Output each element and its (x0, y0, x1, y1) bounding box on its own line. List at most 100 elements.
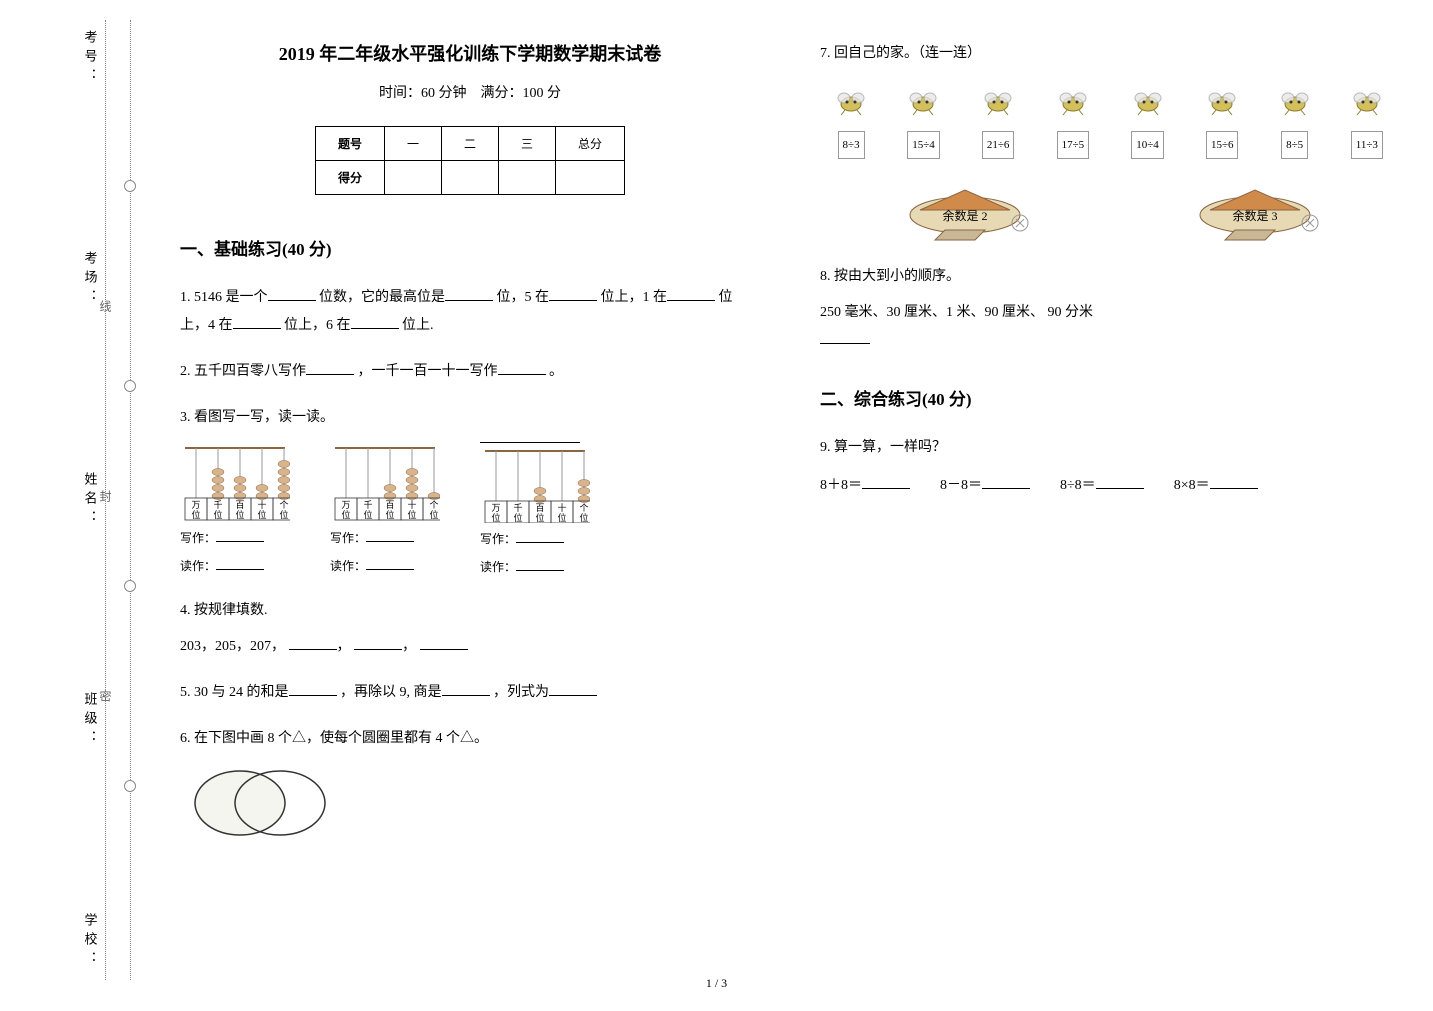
question-7: 7. 回自己的家。（连一连） 8÷3 15÷4 21÷6 17÷5 (820, 40, 1400, 245)
q9-e2: 8－8＝ (940, 478, 982, 493)
svg-text:位: 位 (257, 509, 266, 520)
q4-blank-1 (289, 636, 337, 650)
abacus-1-read-blank (216, 558, 264, 570)
q1-blank-1 (268, 287, 316, 301)
bee-expr-1: 15÷4 (907, 131, 940, 159)
svg-text:百: 百 (385, 500, 394, 510)
score-col-3: 三 (499, 127, 556, 161)
q1-t2: 位数，它的最高位是 (319, 290, 445, 305)
seal-annotation-2: 封 (97, 490, 114, 502)
bee-item-6: 8÷5 (1264, 82, 1326, 159)
abacus-2-read: 读作： (330, 559, 366, 573)
binding-line (130, 20, 131, 980)
abacus-3-write: 写作： (480, 532, 516, 546)
abacus-1-read: 读作： (180, 559, 216, 573)
abacus-1-write-blank (216, 530, 264, 542)
home-row: 余数是 2 余数是 3 (820, 175, 1400, 245)
home-1-label: 余数是 2 (942, 208, 987, 223)
svg-text:位: 位 (429, 509, 438, 520)
question-2: 2. 五千四百零八写作 ，一千一百一十一写作 。 (180, 358, 760, 386)
svg-text:位: 位 (235, 509, 244, 520)
svg-text:千: 千 (363, 500, 372, 510)
binding-ring-3 (124, 580, 136, 592)
bee-expr-0: 8÷3 (838, 131, 865, 159)
q8-title: 按由大到小的顺序。 (834, 269, 960, 284)
svg-text:万: 万 (491, 503, 500, 513)
bee-item-0: 8÷3 (820, 82, 882, 159)
abacus-2-read-blank (366, 558, 414, 570)
abacus-3: 万位千位百位十位个位 写作： 读作： (480, 442, 590, 579)
score-cell-1 (384, 161, 441, 195)
q4-seq: 203，205，207， (180, 639, 285, 654)
svg-text:位: 位 (491, 512, 500, 523)
q1-t3: 位，5 在 (497, 290, 550, 305)
q1-blank-4 (667, 287, 715, 301)
svg-text:千: 千 (213, 500, 222, 510)
bee-expr-7: 11÷3 (1351, 131, 1383, 159)
q9-blank-3 (1096, 475, 1144, 489)
home-1: 余数是 2 (890, 175, 1040, 245)
bee-row: 8÷3 15÷4 21÷6 17÷5 10÷4 (820, 82, 1400, 159)
svg-text:十: 十 (407, 499, 416, 510)
q1-blank-3 (549, 287, 597, 301)
q5-blank-2 (442, 682, 490, 696)
svg-text:万: 万 (341, 500, 350, 510)
svg-text:位: 位 (557, 512, 566, 523)
q5-blank-3 (549, 682, 597, 696)
svg-text:位: 位 (363, 509, 372, 520)
q5-t3: ，列式为 (493, 685, 549, 700)
home-2: 余数是 3 (1180, 175, 1330, 245)
bee-item-4: 10÷4 (1114, 82, 1181, 159)
sidebar-exam-id: 考号： (81, 30, 100, 87)
abacus-3-read-blank (516, 559, 564, 571)
q5-num: 5. (180, 685, 191, 700)
q7-num: 7. (820, 46, 831, 61)
q7-title: 回自己的家。（连一连） (834, 46, 981, 61)
question-9: 9. 算一算，一样吗？ 8＋8＝ 8－8＝ 8÷8＝ 8×8＝ (820, 434, 1400, 500)
q2-blank-1 (306, 361, 354, 375)
question-4: 4. 按规律填数. 203，205，207， ， ， (180, 597, 760, 661)
bee-item-5: 15÷6 (1189, 82, 1256, 159)
q5-t1: 30 与 24 的和是 (194, 685, 289, 700)
q1-blank-5 (233, 315, 281, 329)
binding-ring-1 (124, 180, 136, 192)
score-col-1: 一 (384, 127, 441, 161)
q2-t1: 五千四百零八写作 (194, 364, 306, 379)
q2-blank-2 (498, 361, 546, 375)
bee-expr-6: 8÷5 (1281, 131, 1308, 159)
svg-text:位: 位 (191, 509, 200, 520)
bee-expr-3: 17÷5 (1057, 131, 1090, 159)
abacus-row: 万位千位百位十位个位 写作： 读作： 万位千位百位十位个位 写作： 读作： 万位… (180, 442, 760, 579)
bee-item-3: 17÷5 (1040, 82, 1107, 159)
score-cell-2 (441, 161, 498, 195)
q2-num: 2. (180, 364, 191, 379)
svg-text:位: 位 (341, 509, 350, 520)
abacus-2-write-blank (366, 530, 414, 542)
q4-title: 按规律填数. (194, 603, 268, 618)
seal-annotation-1: 线 (97, 300, 114, 312)
bee-expr-5: 15÷6 (1206, 131, 1239, 159)
q9-e3: 8÷8＝ (1060, 478, 1096, 493)
venn-diagram (180, 763, 340, 843)
section-1-title: 一、基础练习(40 分) (180, 235, 760, 260)
q9-e1: 8＋8＝ (820, 478, 862, 493)
q8-num: 8. (820, 269, 831, 284)
q1-t1: 5146 是一个 (194, 290, 268, 305)
sidebar-school: 学校： (81, 913, 100, 970)
q1-blank-2 (445, 287, 493, 301)
question-5: 5. 30 与 24 的和是 ，再除以 9, 商是 ，列式为 (180, 679, 760, 707)
question-3: 3. 看图写一写，读一读。 万位千位百位十位个位 写作： 读作： 万位千位百位十… (180, 404, 760, 579)
q2-t3: 。 (549, 364, 563, 379)
svg-text:位: 位 (385, 509, 394, 520)
q9-blank-1 (862, 475, 910, 489)
svg-text:位: 位 (213, 509, 222, 520)
abacus-3-svg: 万位千位百位十位个位 (480, 445, 590, 523)
exam-subtitle: 时间：60 分钟 满分：100 分 (180, 82, 760, 102)
q8-items: 250 毫米、30 厘米、1 米、90 厘米、 90 分米 (820, 299, 1400, 327)
home-2-label: 余数是 3 (1232, 208, 1277, 223)
abacus-1: 万位千位百位十位个位 写作： 读作： (180, 442, 290, 579)
bee-item-1: 15÷4 (890, 82, 957, 159)
q4-blank-3 (420, 636, 468, 650)
q5-t2: ，再除以 9, 商是 (340, 685, 442, 700)
exam-content: 2019 年二年级水平强化训练下学期数学期末试卷 时间：60 分钟 满分：100… (180, 40, 1400, 970)
